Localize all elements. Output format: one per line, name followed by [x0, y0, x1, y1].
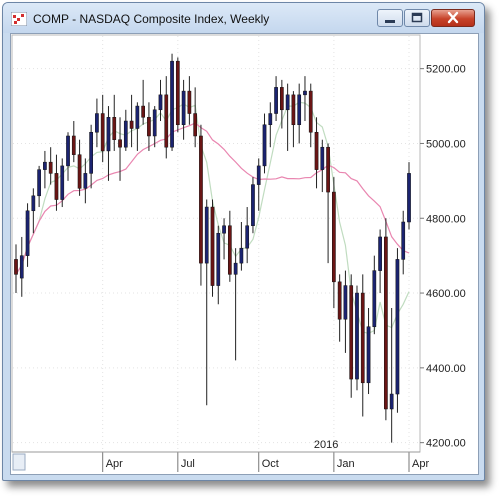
candle-down: [291, 94, 296, 126]
candle-up: [19, 255, 24, 279]
y-tick-label: 4800.00: [426, 213, 466, 225]
candle-up: [135, 105, 140, 129]
candle-down: [337, 281, 342, 320]
candle-down: [175, 60, 180, 126]
candle-down: [14, 259, 18, 275]
close-button[interactable]: [431, 9, 475, 27]
candle-up: [407, 173, 411, 223]
candle-down: [100, 113, 105, 152]
app-chart-icon: [11, 12, 27, 26]
candle-down: [54, 173, 59, 200]
candle-down: [280, 87, 284, 111]
candle-down: [164, 94, 169, 148]
y-tick-label: 4600.00: [426, 288, 466, 300]
candle-down: [77, 154, 82, 189]
candle-up: [320, 146, 325, 170]
candle-up: [83, 173, 88, 189]
candle-up: [274, 87, 278, 114]
x-tick-label: Jul: [181, 458, 195, 470]
chart-area[interactable]: 4200.00 4400.00 4600.00 4800.00 5000.00 5200.…: [10, 33, 479, 475]
candle-up: [303, 90, 307, 96]
candle-down: [147, 117, 151, 137]
candle-up: [395, 259, 400, 395]
minimize-button[interactable]: [377, 9, 403, 27]
candle-up: [343, 285, 348, 320]
maximize-icon: [411, 12, 423, 23]
candle-up: [366, 326, 371, 384]
candle-up: [25, 210, 30, 256]
candle-up: [262, 124, 267, 167]
candle-up: [256, 165, 261, 185]
candle-down: [360, 292, 365, 384]
candle-down: [308, 90, 313, 133]
candle-down: [199, 135, 203, 264]
price-chart[interactable]: 4200.00 4400.00 4600.00 4800.00 5000.00 5200.…: [11, 34, 478, 474]
candle-down: [118, 139, 122, 148]
candle-up: [37, 169, 41, 197]
candle-up: [233, 262, 238, 275]
candle-down: [210, 206, 215, 286]
candle-up: [43, 161, 47, 170]
candle-up: [95, 113, 99, 133]
candle-up: [372, 270, 377, 327]
x-tick-label: Apr: [106, 458, 123, 470]
candle-down: [332, 191, 336, 283]
candle-up: [285, 94, 290, 111]
minimize-icon: [385, 20, 395, 23]
scroll-handle: [12, 453, 26, 471]
candle-up: [170, 60, 174, 148]
x-tick-label: Jan: [337, 458, 355, 470]
y-tick-label: 4400.00: [426, 363, 466, 375]
candle-up: [158, 94, 163, 111]
candle-up: [66, 135, 70, 167]
candle-up: [216, 232, 221, 286]
candle-up: [181, 90, 186, 126]
candle-down: [349, 285, 354, 380]
candle-up: [401, 221, 406, 260]
candle-down: [187, 90, 192, 114]
candle-up: [123, 120, 128, 148]
candle-down: [193, 113, 198, 137]
candle-up: [389, 393, 394, 410]
candle-up: [222, 225, 226, 234]
moving-average-slow: [15, 122, 410, 275]
candle-down: [314, 131, 319, 170]
candle-down: [227, 225, 232, 275]
candle-up: [355, 292, 359, 380]
candle-up: [239, 247, 244, 264]
maximize-button[interactable]: [404, 9, 430, 27]
y-tick-label: 5200.00: [426, 64, 466, 76]
x-tick-label: Apr: [412, 458, 429, 470]
candle-up: [60, 165, 65, 200]
candle-up: [297, 94, 302, 126]
y-tick-label: 5000.00: [426, 138, 466, 150]
candle-down: [48, 161, 53, 174]
candle-up: [106, 117, 111, 152]
candle-down: [129, 120, 134, 129]
candle-down: [141, 105, 145, 118]
candle-up: [89, 131, 93, 174]
x-tick-label: Oct: [262, 458, 279, 470]
candle-up: [152, 109, 157, 137]
candle-up: [268, 113, 273, 126]
candle-up: [245, 225, 250, 249]
candle-up: [251, 184, 255, 226]
candle-down: [71, 135, 76, 155]
y-tick-label: 4200.00: [426, 438, 466, 450]
candle-down: [112, 117, 117, 140]
candle-up: [378, 236, 382, 271]
candle-down: [384, 236, 388, 410]
chart-window: COMP - NASDAQ Composite Index, Weekly 42…: [2, 2, 485, 481]
title-bar[interactable]: COMP - NASDAQ Composite Index, Weekly: [3, 3, 484, 33]
close-icon: [447, 11, 459, 24]
window-title: COMP - NASDAQ Composite Index, Weekly: [33, 12, 270, 26]
year-label: 2016: [314, 439, 338, 451]
candle-up: [31, 195, 36, 212]
candle-down: [326, 146, 330, 193]
candle-up: [204, 206, 209, 264]
plot-border: [11, 34, 421, 453]
